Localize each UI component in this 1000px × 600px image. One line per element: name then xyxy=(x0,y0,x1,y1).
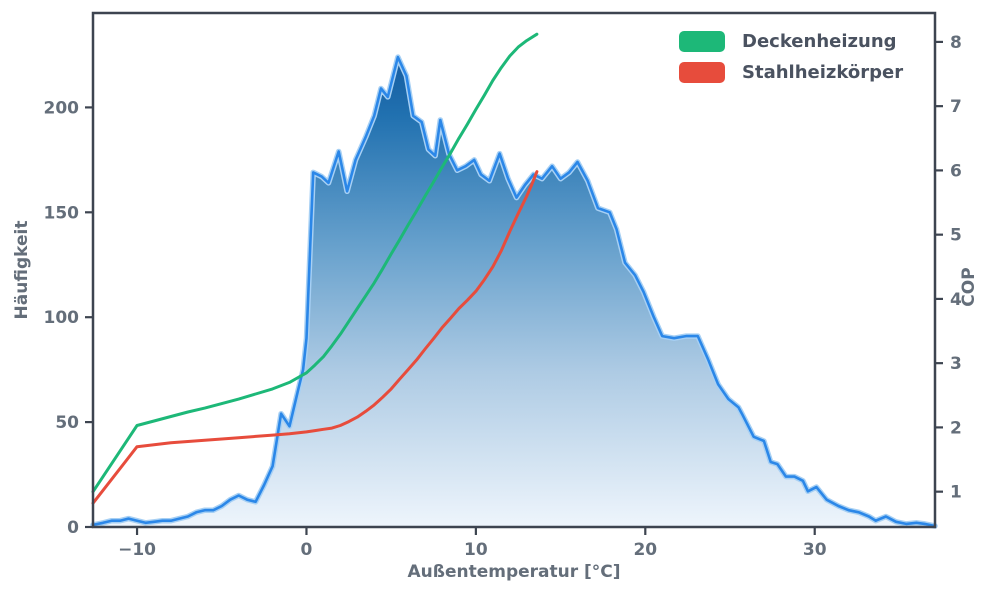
y-right-tick-label: 5 xyxy=(950,226,962,246)
x-tick-label: 30 xyxy=(803,540,827,560)
x-tick-label: 10 xyxy=(464,540,488,560)
series-line-1 xyxy=(91,170,539,505)
histogram-area xyxy=(93,57,935,527)
y-right-tick-label: 7 xyxy=(950,97,962,117)
histogram-outline xyxy=(91,55,937,528)
x-tick-label: 0 xyxy=(301,540,313,560)
legend-swatch-stahlheizkoerper xyxy=(679,62,725,83)
y-left-tick-label: 50 xyxy=(55,413,79,433)
y-right-tick-label: 3 xyxy=(950,354,962,374)
y-right-tick-label: 6 xyxy=(950,161,962,181)
legend-label-deckenheizung: Deckenheizung xyxy=(742,31,897,52)
y-left-tick-label: 150 xyxy=(44,203,80,223)
plot-area: −10 0 10 20 30 0 50 100 150 200 1 2 3 4 5 6 7 8 xyxy=(44,11,962,560)
legend: Deckenheizung Stahlheizkörper xyxy=(679,31,903,83)
y-right-tick-label: 2 xyxy=(950,418,962,438)
legend-label-stahlheizkoerper: Stahlheizkörper xyxy=(742,62,904,83)
x-tick-label: −10 xyxy=(118,540,156,560)
y-left-tick-label: 200 xyxy=(44,98,80,118)
legend-entry-stahlheizkoerper: Stahlheizkörper xyxy=(679,62,903,83)
y-right-tick-label: 4 xyxy=(950,290,962,310)
legend-entry-deckenheizung: Deckenheizung xyxy=(679,31,903,52)
y-right-axis-label: COP xyxy=(959,267,979,306)
x-axis-label: Außentemperatur [°C] xyxy=(407,562,620,582)
y-right-tick-label: 8 xyxy=(950,33,962,53)
plot-frame xyxy=(91,11,937,529)
x-tick-label: 20 xyxy=(633,540,657,560)
y-right-tick-label: 1 xyxy=(950,483,962,503)
y-left-tick-label: 100 xyxy=(44,308,80,328)
series-line-0 xyxy=(91,32,539,494)
y-left-tick-label: 0 xyxy=(67,518,79,538)
y-left-axis-label: Häufigkeit xyxy=(12,221,32,320)
legend-swatch-deckenheizung xyxy=(679,31,725,52)
